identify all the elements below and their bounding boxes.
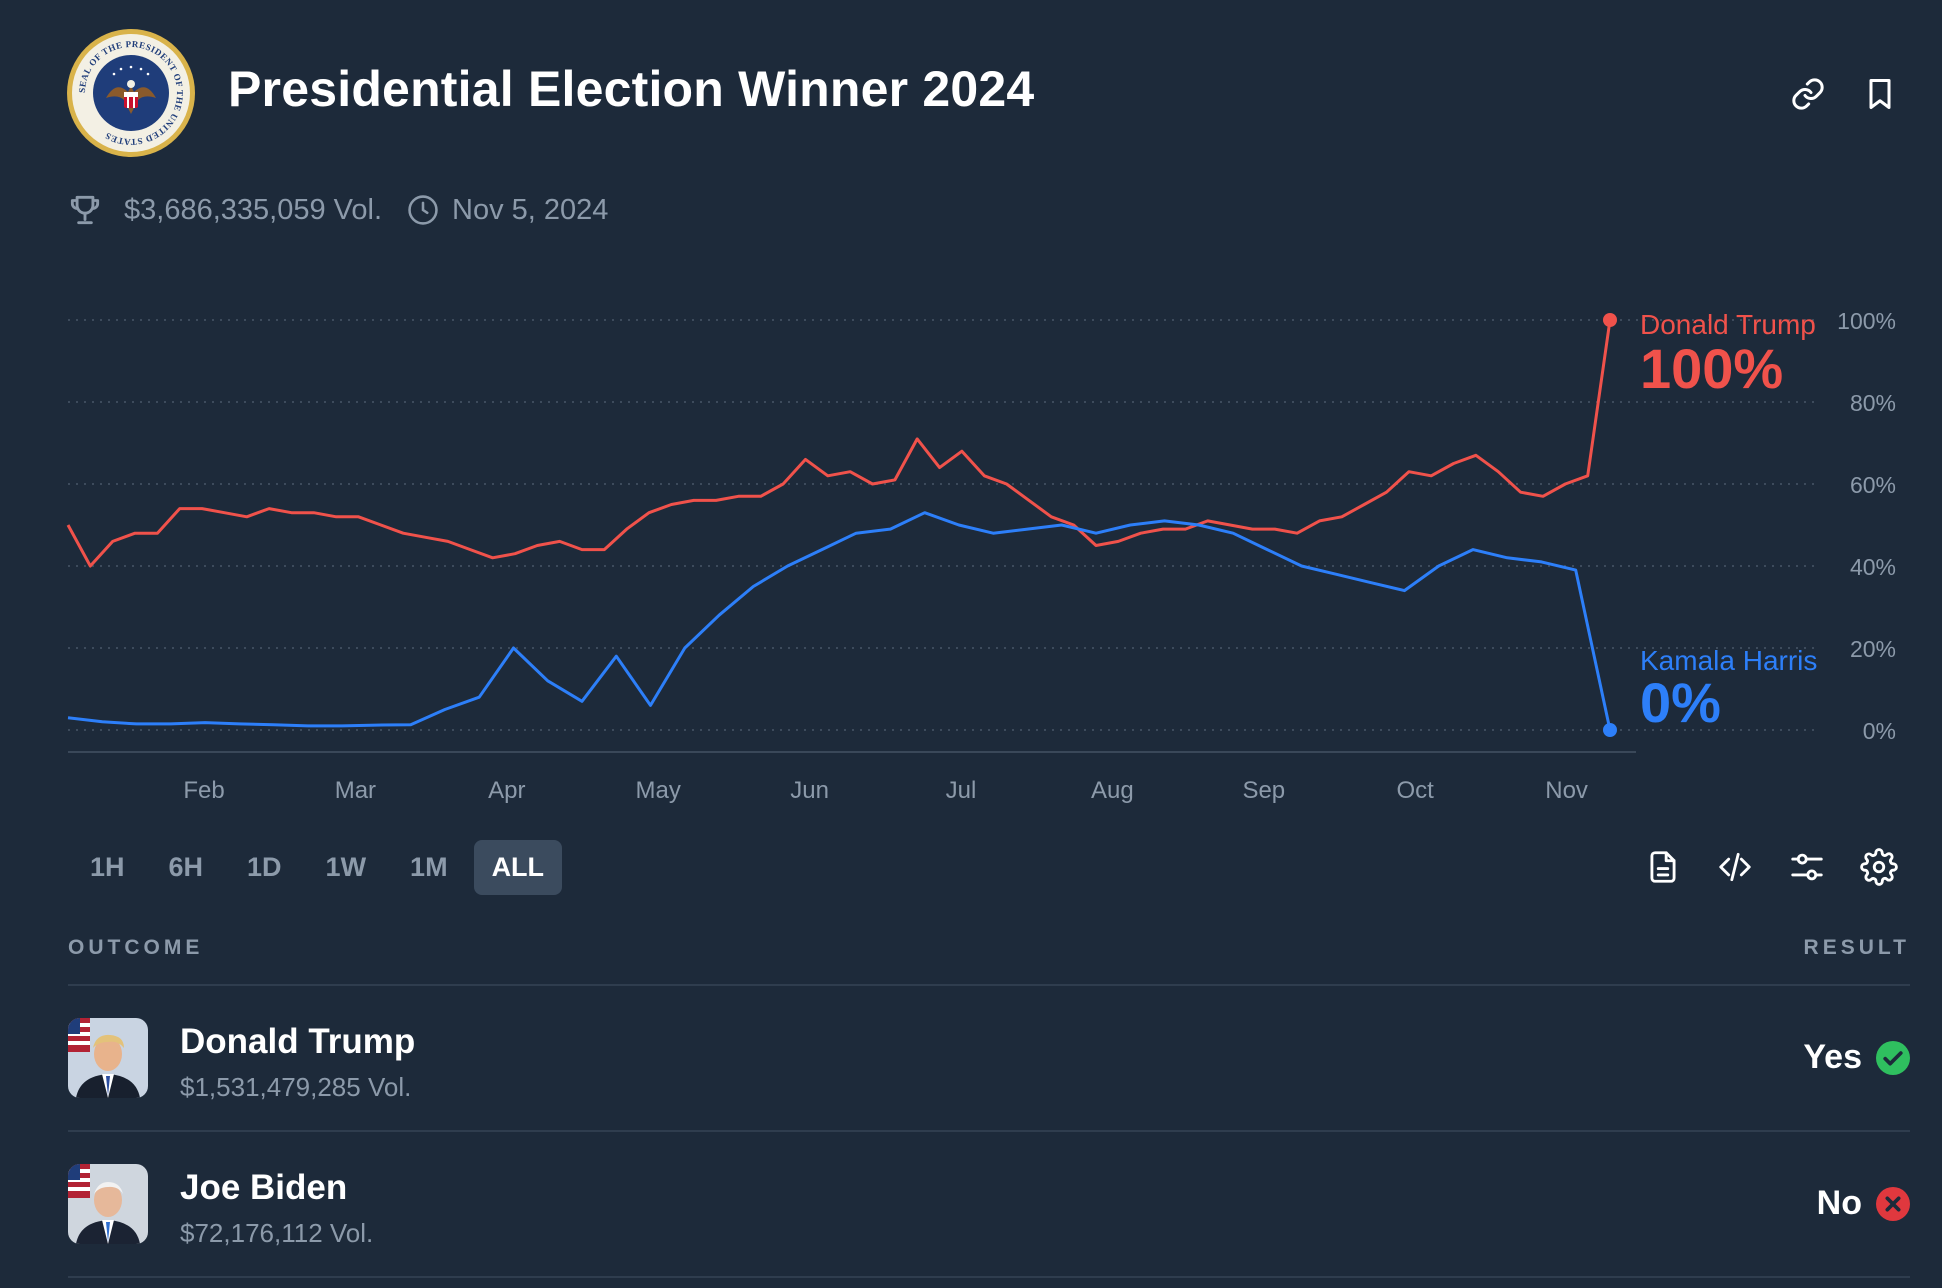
y-tick-label: 0% <box>1863 718 1896 744</box>
harris-end-point <box>1603 723 1617 737</box>
outcome-row-trump[interactable]: Donald Trump $1,531,479,285 Vol. Yes <box>68 986 1910 1130</box>
outcome-result: Yes <box>1803 1038 1910 1077</box>
harris-series-value: 0% <box>1640 671 1721 734</box>
result-column-header: RESULT <box>1803 936 1910 959</box>
x-tick-label: Mar <box>335 777 376 804</box>
trump-series-value: 100% <box>1640 337 1783 400</box>
trump-end-point <box>1603 313 1617 327</box>
table-divider <box>68 1276 1910 1278</box>
result-label: No <box>1816 1184 1862 1222</box>
outcome-row-biden[interactable]: Joe Biden $72,176,112 Vol. No <box>68 1132 1910 1276</box>
end-date: Nov 5, 2024 <box>452 193 609 226</box>
code-icon[interactable] <box>1716 848 1754 886</box>
link-icon[interactable] <box>1790 76 1826 112</box>
avatar <box>68 1164 148 1244</box>
price-history-chart[interactable]: 100% 80% 60% 40% 20% 0% Feb Mar Apr May Jun Jul Aug… <box>0 290 1942 820</box>
x-tick-label: Oct <box>1397 777 1435 804</box>
presidential-seal-icon: SEAL OF THE PRESIDENT OF THE UNITED STAT… <box>67 29 195 157</box>
table-divider <box>68 984 1910 986</box>
range-button-6h[interactable]: 6H <box>168 852 204 882</box>
table-divider <box>68 1130 1910 1132</box>
outcome-volume: $1,531,479,285 Vol. <box>180 1072 412 1102</box>
x-circle-icon <box>1876 1186 1910 1221</box>
y-tick-label: 40% <box>1850 554 1896 580</box>
outcome-name: Donald Trump <box>180 1022 416 1061</box>
outcome-volume: $72,176,112 Vol. <box>180 1218 374 1248</box>
x-tick-label: Feb <box>183 777 224 804</box>
harris-series-line <box>67 511 1612 731</box>
x-tick-label: Jul <box>946 777 977 804</box>
avatar <box>68 1018 148 1098</box>
page-title: Presidential Election Winner 2024 <box>228 61 1035 117</box>
range-button-all[interactable]: ALL <box>473 840 563 895</box>
trophy-icon <box>70 195 100 225</box>
y-tick-label: 100% <box>1837 308 1896 334</box>
x-tick-label: Sep <box>1242 777 1285 804</box>
trump-series-line <box>66 319 1612 568</box>
total-volume: $3,686,335,059 Vol. <box>124 193 383 226</box>
outcome-name: Joe Biden <box>180 1168 348 1207</box>
y-tick-label: 80% <box>1850 390 1896 416</box>
harris-series-label: Kamala Harris <box>1640 645 1817 676</box>
range-button-1d[interactable]: 1D <box>247 852 282 882</box>
x-tick-label: Nov <box>1545 777 1588 804</box>
outcome-result: No <box>1817 1184 1910 1223</box>
range-button-1m[interactable]: 1M <box>410 852 448 882</box>
x-tick-label: May <box>636 777 681 804</box>
market-meta: $3,686,335,059 Vol. Nov 5, 2024 <box>66 186 608 234</box>
x-tick-label: Jun <box>790 777 829 804</box>
document-icon[interactable] <box>1644 848 1682 886</box>
clock-icon <box>408 195 438 225</box>
x-tick-label: Apr <box>488 777 525 804</box>
x-tick-label: Aug <box>1091 777 1134 804</box>
y-tick-label: 20% <box>1850 636 1896 662</box>
outcome-column-header: OUTCOME <box>68 936 204 959</box>
bookmark-icon[interactable] <box>1862 76 1898 112</box>
y-tick-label: 60% <box>1850 472 1896 498</box>
result-label: Yes <box>1803 1038 1862 1076</box>
time-range-selector: 1H 6H 1D 1W 1M ALL <box>72 840 563 895</box>
range-button-1w[interactable]: 1W <box>325 852 367 882</box>
trump-series-label: Donald Trump <box>1640 309 1816 340</box>
gear-icon[interactable] <box>1860 848 1898 886</box>
range-button-1h[interactable]: 1H <box>90 852 125 882</box>
check-circle-icon <box>1876 1040 1910 1075</box>
sliders-icon[interactable] <box>1788 848 1826 886</box>
